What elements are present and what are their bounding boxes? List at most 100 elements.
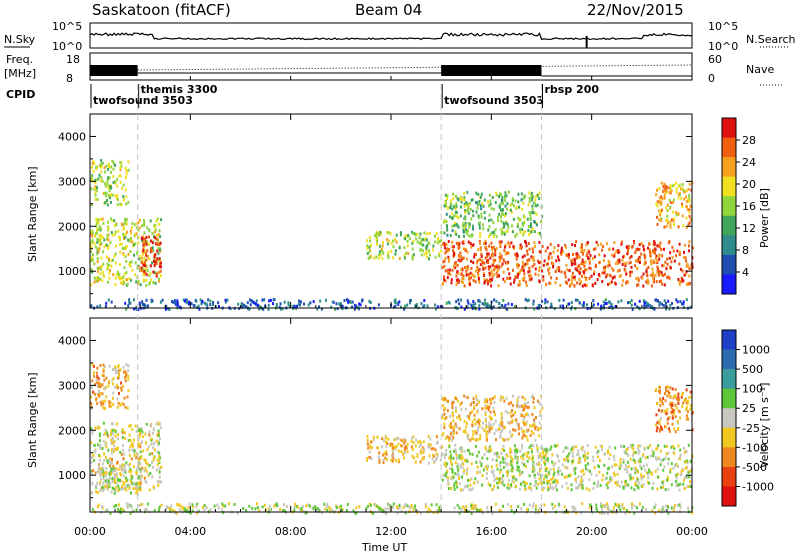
echo-cell (517, 283, 520, 287)
echo-cell (454, 231, 457, 235)
echo-cell (580, 261, 583, 265)
y-tick-label: 1000 (58, 265, 86, 278)
echo-cell (664, 305, 667, 309)
echo-cell (537, 509, 540, 513)
echo-cell (138, 466, 140, 470)
echo-cell (568, 452, 571, 456)
echo-cell (530, 395, 533, 399)
echo-cell (106, 179, 109, 183)
echo-cell (677, 212, 680, 216)
echo-cell (326, 504, 329, 508)
echo-cell (641, 475, 644, 479)
echo-cell (129, 250, 132, 254)
echo-cell (543, 481, 545, 485)
echo-cell (500, 199, 503, 203)
echo-cell (448, 424, 451, 428)
echo-cell (419, 441, 422, 445)
echo-cell (640, 252, 643, 256)
echo-cell (478, 424, 481, 428)
echo-cell (660, 208, 663, 212)
echo-cell (101, 180, 104, 184)
echo-cell (527, 270, 530, 274)
echo-cell (685, 398, 688, 402)
echo-cell (615, 503, 618, 507)
echo-cell (681, 277, 684, 281)
echo-cell (538, 506, 541, 510)
echo-cell (209, 303, 212, 307)
echo-cell (502, 457, 505, 461)
echo-cell (451, 477, 453, 481)
echo-cell (443, 243, 446, 247)
echo-cell (665, 218, 668, 222)
echo-cell (102, 477, 105, 481)
echo-cell (331, 300, 334, 304)
echo-cell (626, 252, 629, 256)
echo-cell (102, 402, 105, 405)
echo-cell (495, 191, 498, 195)
echo-cell (565, 245, 567, 249)
echo-cell (455, 283, 458, 287)
echo-cell (108, 457, 111, 461)
echo-cell (474, 302, 477, 306)
echo-cell (93, 242, 96, 246)
echo-cell (389, 232, 392, 236)
echo-cell (514, 452, 516, 456)
echo-cell (369, 440, 372, 444)
echo-cell (602, 304, 605, 308)
echo-cell (646, 279, 649, 283)
echo-cell (468, 417, 471, 421)
echo-cell (534, 204, 537, 208)
echo-cell (481, 407, 484, 411)
echo-cell (534, 476, 537, 479)
echo-cell (653, 249, 656, 253)
echo-cell (496, 269, 499, 273)
echo-cell (627, 280, 630, 284)
echo-cell (454, 406, 457, 410)
echo-cell (528, 278, 531, 282)
echo-cell (124, 486, 127, 490)
echo-cell (147, 472, 150, 476)
echo-cell (624, 451, 627, 455)
echo-cell (455, 262, 457, 266)
echo-cell (145, 441, 147, 445)
echo-cell (253, 301, 255, 305)
echo-cell (159, 241, 162, 245)
echo-cell (470, 276, 472, 280)
echo-cell (499, 468, 502, 472)
echo-cell (432, 447, 435, 451)
echo-cell (245, 305, 248, 309)
echo-cell (94, 245, 97, 249)
echo-cell (410, 439, 413, 443)
velocity-echoes (90, 362, 694, 515)
echo-cell (689, 404, 692, 408)
echo-cell (633, 241, 635, 245)
echo-cell (469, 242, 472, 245)
echo-cell (217, 506, 220, 510)
echo-cell (686, 200, 689, 204)
beam-title: Beam 04 (355, 1, 422, 19)
echo-cell (460, 454, 463, 458)
echo-cell (444, 474, 447, 478)
echo-cell (492, 470, 495, 474)
echo-cell (607, 508, 610, 511)
echo-cell (273, 504, 276, 508)
echo-cell (498, 477, 501, 481)
echo-cell (578, 278, 581, 281)
echo-cell (111, 477, 114, 481)
echo-cell (444, 436, 447, 440)
echo-cell (463, 204, 466, 208)
echo-cell (466, 190, 469, 194)
echo-cell (105, 301, 108, 305)
echo-cell (201, 506, 204, 509)
echo-cell (431, 457, 434, 461)
echo-cell (114, 261, 117, 265)
echo-cell (445, 416, 448, 420)
echo-cell (351, 305, 353, 309)
echo-cell (537, 231, 540, 235)
echo-cell (98, 225, 101, 229)
echo-cell (509, 203, 512, 207)
echo-cell (576, 281, 579, 285)
colorbar-tick-label: -100 (742, 441, 767, 454)
echo-cell (122, 225, 125, 229)
colorbar-segment (722, 274, 736, 295)
